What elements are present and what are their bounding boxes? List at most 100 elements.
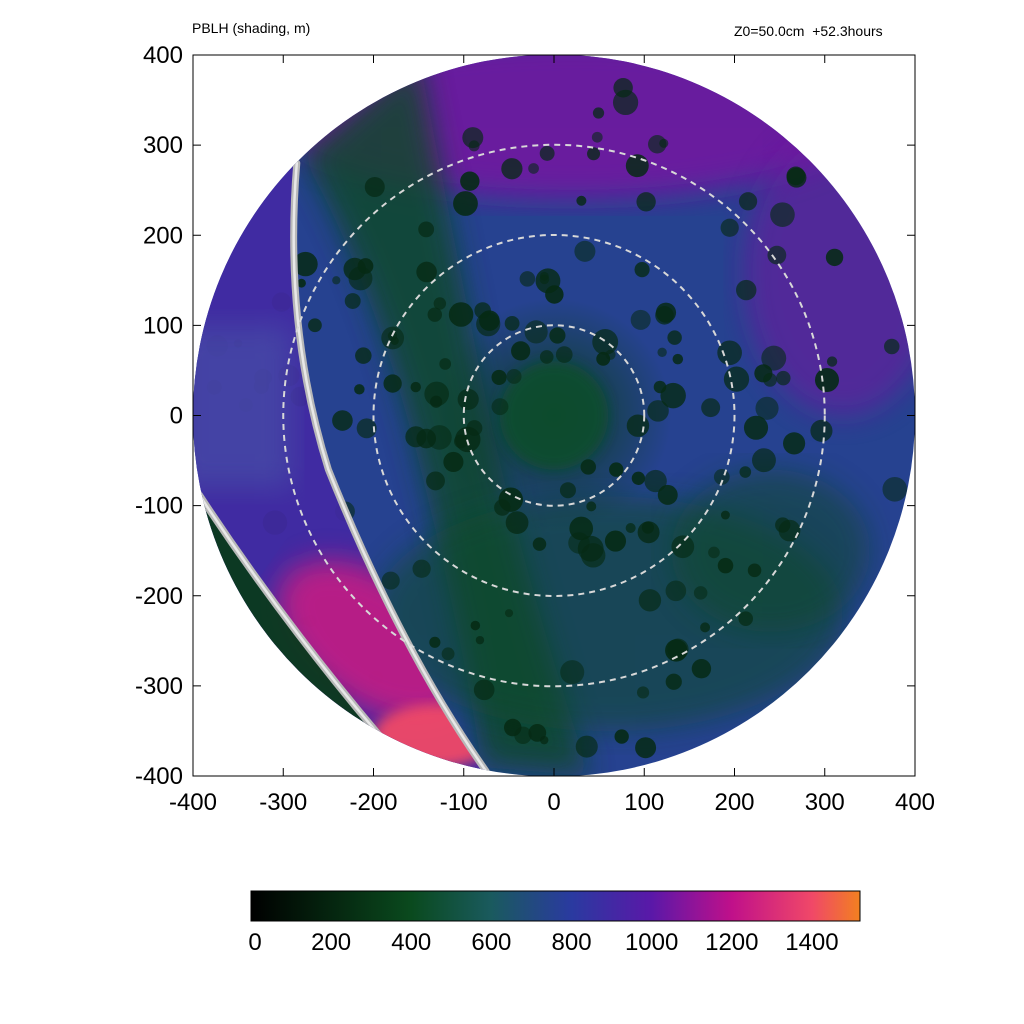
cell (498, 487, 524, 512)
cell (574, 240, 596, 262)
cell (568, 532, 590, 554)
cell (433, 297, 447, 310)
cell (453, 191, 478, 216)
plot-area: -400 -300 -200 -100 0 100 200 300 400 -400 -300 -20… (135, 42, 935, 816)
cell (576, 195, 587, 206)
cell (592, 107, 605, 119)
cell (659, 138, 669, 148)
y-tick-label: -200 (135, 583, 183, 610)
cell (539, 145, 555, 161)
cell (443, 451, 464, 473)
cell (354, 384, 365, 395)
cell (479, 310, 500, 331)
cell (357, 258, 374, 274)
y-tick-label: -400 (135, 763, 183, 790)
southeast-low-region (671, 469, 870, 632)
western-sector-lowtone (193, 325, 293, 488)
cell (636, 192, 656, 212)
cell (752, 448, 776, 473)
cell (506, 369, 522, 384)
cell (535, 268, 561, 294)
cell (293, 251, 318, 277)
cell (604, 530, 627, 552)
cell (575, 735, 598, 758)
cell (720, 510, 730, 520)
x-tick-label: -200 (349, 789, 397, 816)
cell (625, 154, 649, 178)
cell (332, 410, 353, 431)
cell (763, 372, 777, 387)
cell (672, 353, 684, 365)
y-tick-label: -100 (135, 493, 183, 520)
radius-circle-300 (282, 143, 826, 688)
cell (473, 679, 495, 701)
chart-title: PBLH (shading, m) (192, 20, 311, 36)
cell (671, 535, 695, 559)
x-tick-label: 400 (895, 789, 935, 816)
cell (665, 673, 682, 690)
cell (559, 482, 576, 499)
cell (405, 426, 427, 448)
y-tick-label: 100 (143, 312, 183, 339)
cell (882, 476, 908, 502)
front-line-b (194, 488, 391, 748)
cell (630, 309, 651, 330)
cell (475, 635, 485, 645)
cell (448, 302, 474, 327)
cell (613, 78, 633, 98)
cell (364, 176, 385, 198)
cell (826, 356, 838, 367)
cell (743, 415, 769, 440)
cell (738, 611, 753, 626)
cell (591, 131, 603, 143)
cell (416, 261, 437, 283)
cell (344, 293, 361, 310)
cell (426, 471, 445, 491)
cell (700, 622, 711, 633)
cell (609, 462, 624, 477)
eye (499, 361, 609, 470)
cell (462, 127, 484, 149)
colorbar-tick-label: 1200 (705, 929, 758, 956)
cell (634, 262, 650, 278)
cell (412, 559, 431, 578)
colorbar-tick-label: 400 (391, 929, 431, 956)
cell (693, 586, 708, 600)
cell (776, 370, 791, 386)
cell (524, 320, 548, 344)
cell (761, 345, 787, 371)
cell (786, 167, 807, 188)
cell (701, 398, 721, 418)
cell (631, 471, 646, 485)
cell (504, 609, 514, 618)
cell (592, 328, 619, 355)
cell (770, 202, 795, 227)
front-core (292, 161, 488, 773)
cell (783, 432, 806, 455)
cell (427, 307, 443, 322)
cell (636, 686, 650, 699)
x-tick-label: -100 (440, 789, 488, 816)
cell (418, 221, 435, 238)
cell (532, 537, 547, 551)
cell (511, 341, 531, 361)
x-tick-label: -300 (259, 789, 307, 816)
cell (410, 381, 421, 393)
axis-ticks: -400 -300 -200 -100 0 100 200 300 400 -400 -300 -20… (135, 42, 935, 816)
cell (717, 557, 734, 574)
y-tick-label: 200 (143, 222, 183, 249)
cell (778, 519, 801, 542)
cell (586, 501, 597, 512)
cell (427, 425, 452, 450)
cell (747, 563, 762, 578)
cell (460, 171, 480, 191)
convective-cells (206, 78, 908, 759)
cell (814, 367, 840, 392)
cell (736, 279, 757, 301)
colorbar-tick-label: 1400 (785, 929, 838, 956)
x-tick-label: 100 (624, 789, 664, 816)
front-line-a (290, 159, 490, 775)
x-tick-label: 0 (547, 789, 560, 816)
cell (519, 271, 536, 287)
front-core (196, 490, 389, 746)
